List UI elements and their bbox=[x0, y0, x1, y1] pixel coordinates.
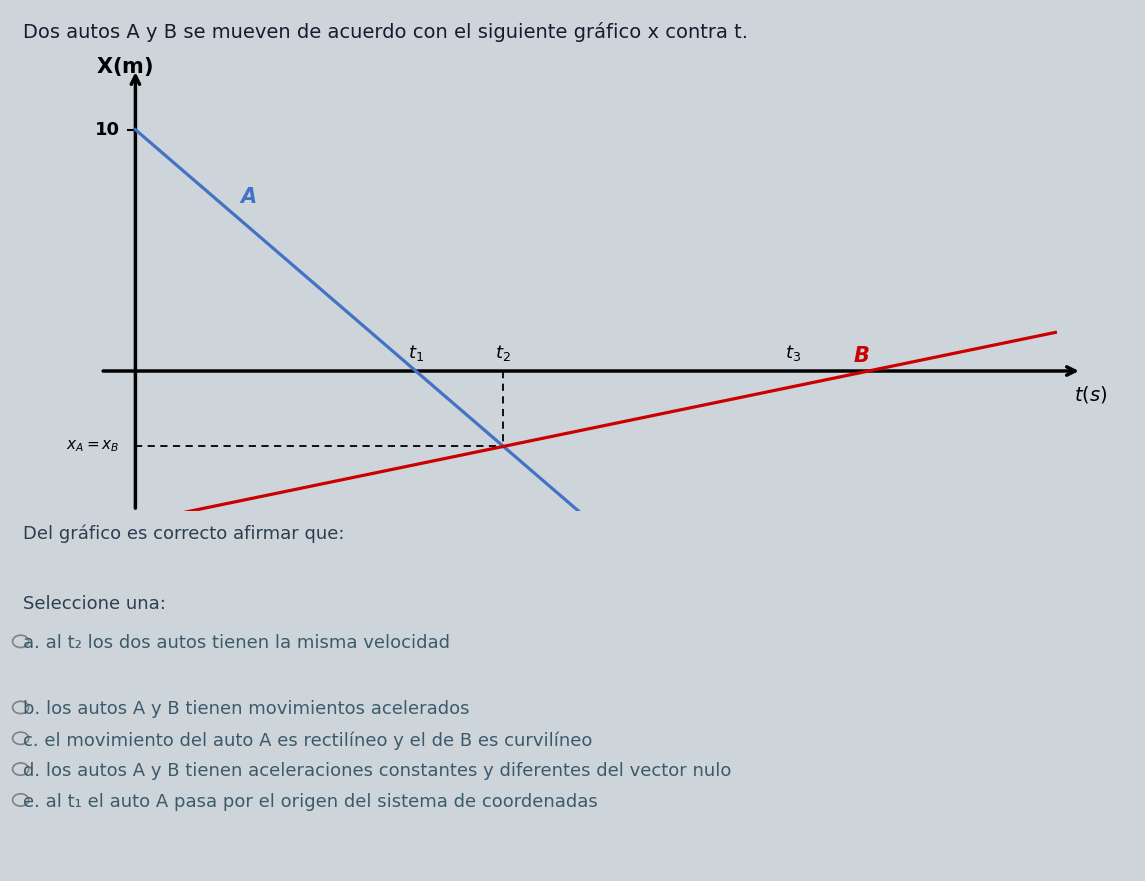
Text: Del gráfico es correcto afirmar que:: Del gráfico es correcto afirmar que: bbox=[23, 524, 345, 543]
Text: 10: 10 bbox=[95, 121, 119, 138]
Text: Seleccione una:: Seleccione una: bbox=[23, 595, 166, 612]
Text: A: A bbox=[240, 188, 256, 207]
Text: $t_2$: $t_2$ bbox=[496, 343, 512, 363]
Text: B: B bbox=[854, 346, 870, 366]
Text: $t_3$: $t_3$ bbox=[784, 343, 800, 363]
Text: $t(s)$: $t(s)$ bbox=[1074, 384, 1107, 405]
Text: c. el movimiento del auto A es rectilíneo y el de B es curvilíneo: c. el movimiento del auto A es rectilíne… bbox=[23, 731, 592, 750]
Text: $t_1$: $t_1$ bbox=[408, 343, 424, 363]
Text: Dos autos A y B se mueven de acuerdo con el siguiente gráfico x contra t.: Dos autos A y B se mueven de acuerdo con… bbox=[23, 22, 748, 42]
Text: a. al t₂ los dos autos tienen la misma velocidad: a. al t₂ los dos autos tienen la misma v… bbox=[23, 634, 450, 652]
Text: $x_A$$=$$x_B$: $x_A$$=$$x_B$ bbox=[66, 439, 119, 455]
Text: d. los autos A y B tienen aceleraciones constantes y diferentes del vector nulo: d. los autos A y B tienen aceleraciones … bbox=[23, 762, 732, 780]
Text: $\bf{X(m)}$: $\bf{X(m)}$ bbox=[96, 56, 153, 78]
Text: b. los autos A y B tienen movimientos acelerados: b. los autos A y B tienen movimientos ac… bbox=[23, 700, 469, 718]
Text: e. al t₁ el auto A pasa por el origen del sistema de coordenadas: e. al t₁ el auto A pasa por el origen de… bbox=[23, 793, 598, 811]
